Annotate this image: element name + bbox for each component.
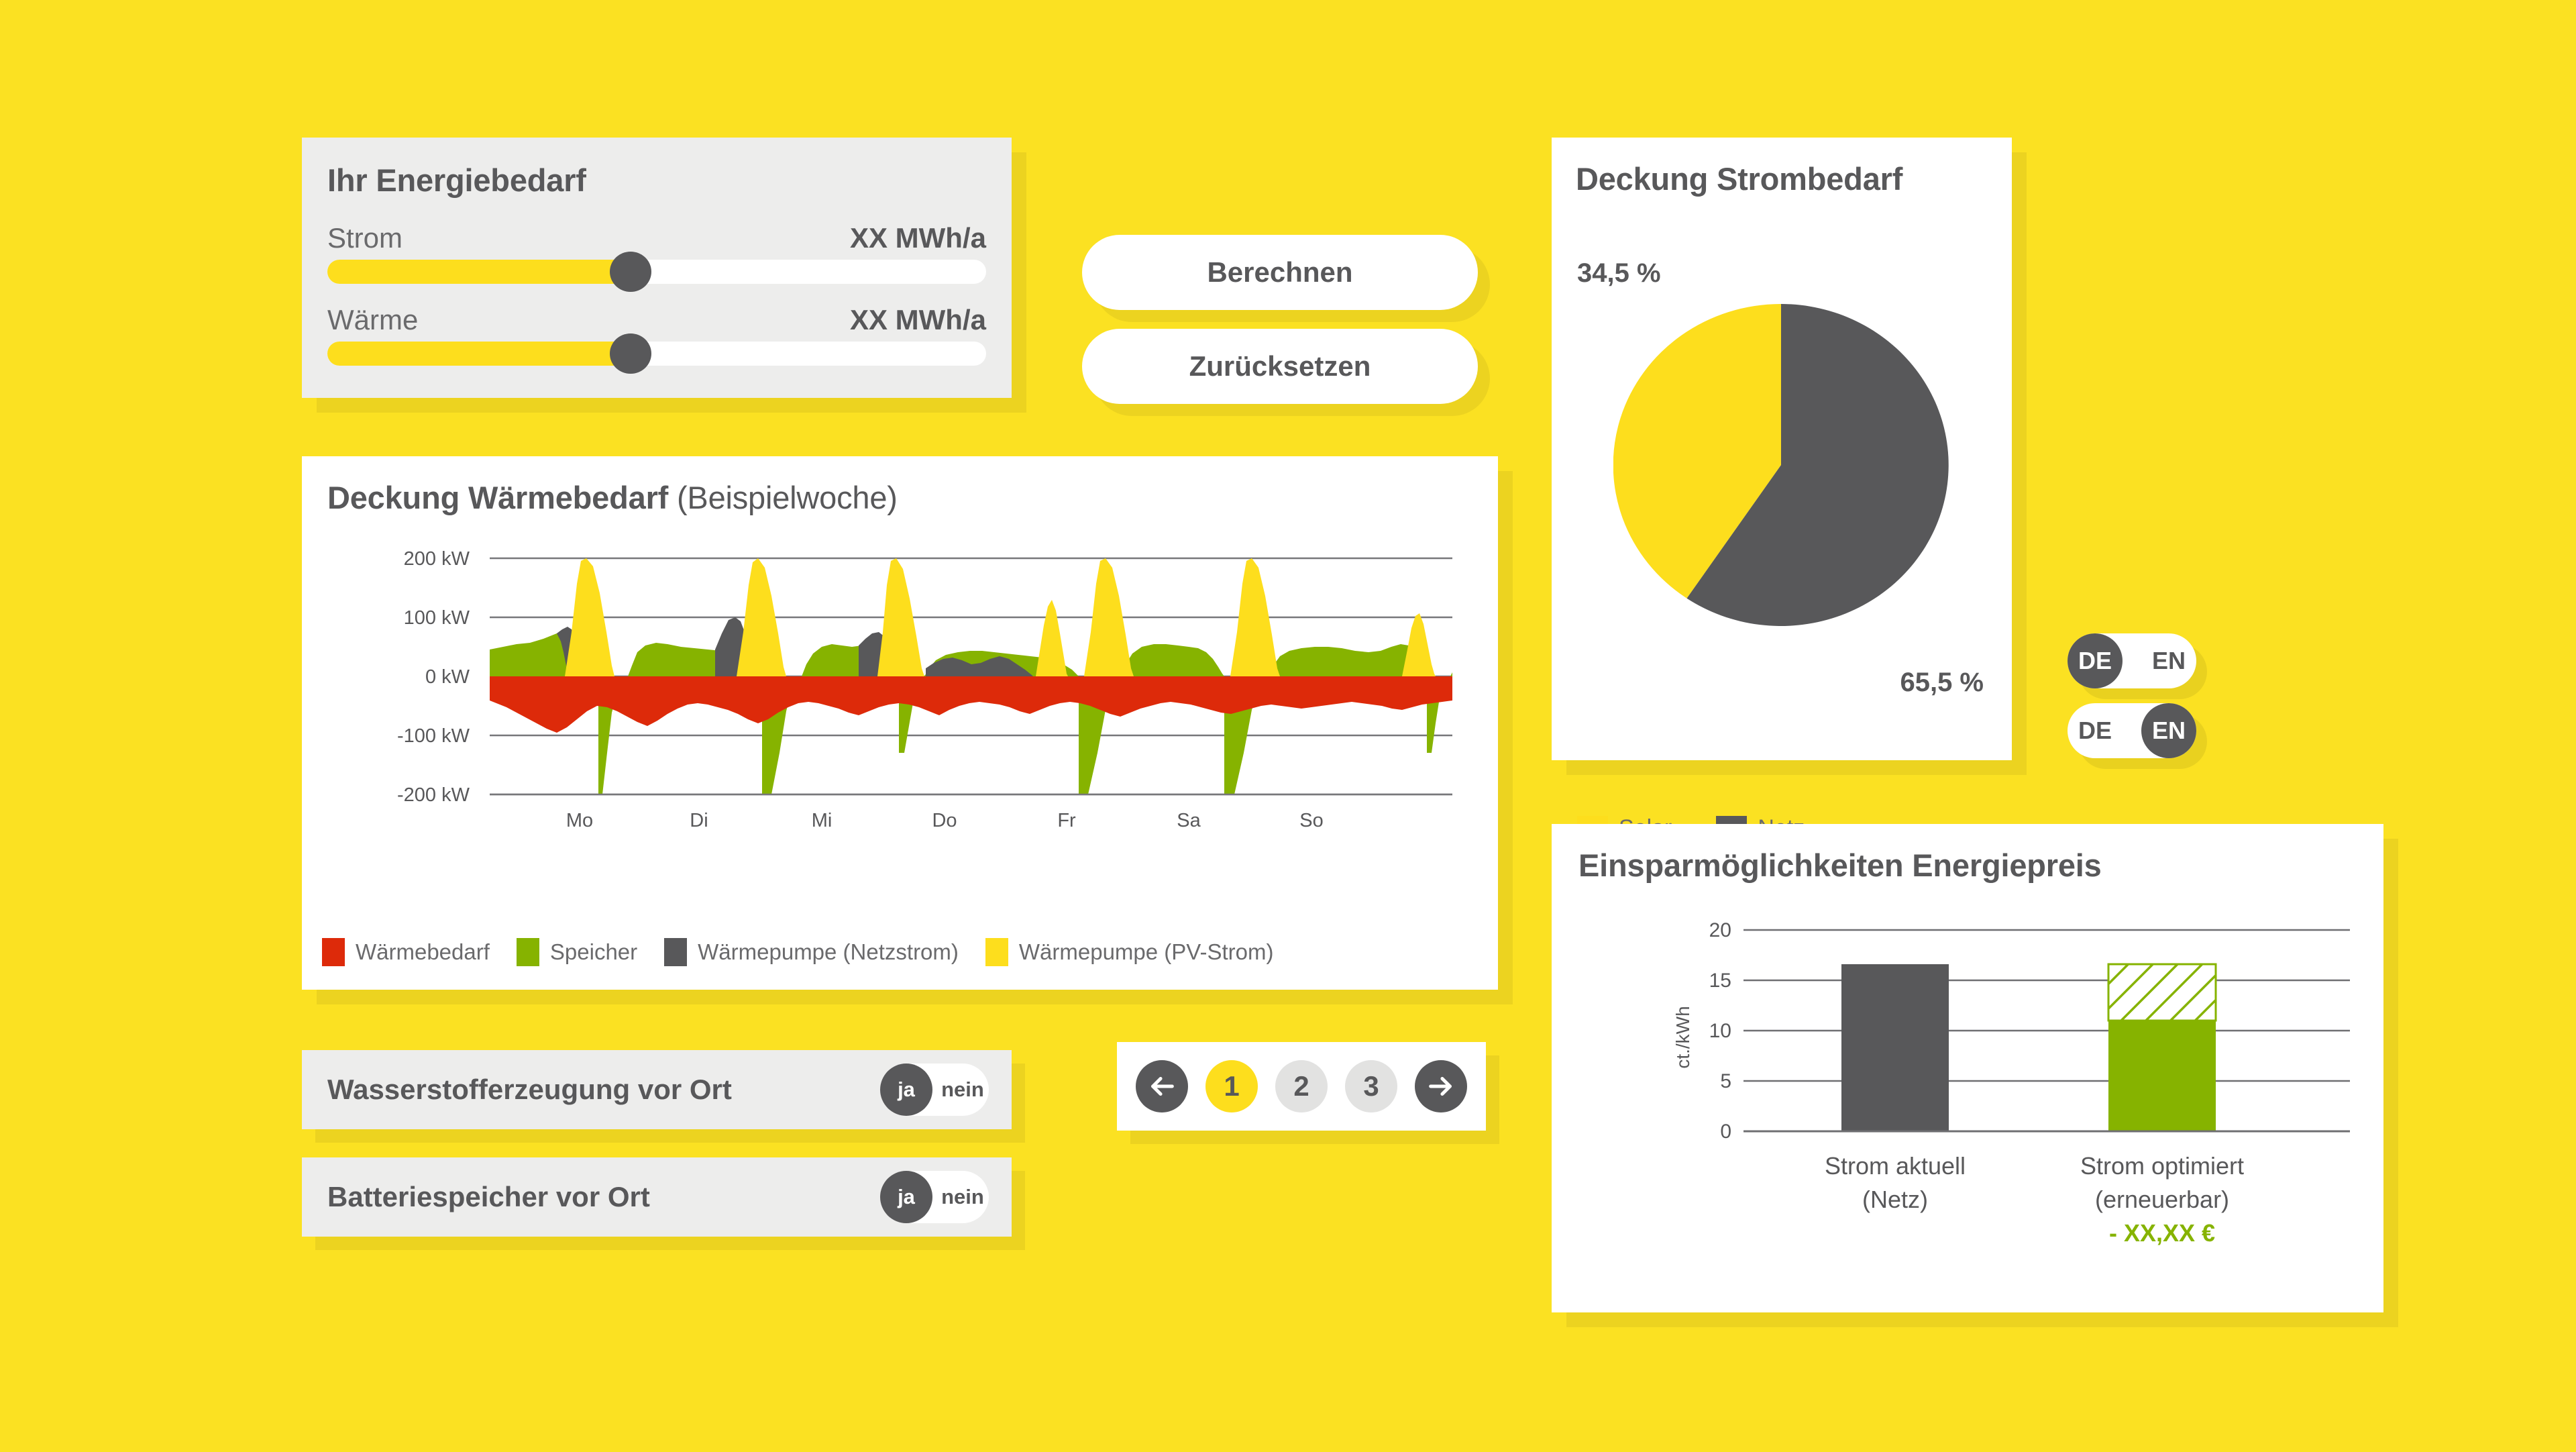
legend-item-waermepumpe-pv-strom: Wärmepumpe (PV-Strom) — [985, 938, 1274, 966]
svg-text:ct./kWh: ct./kWh — [1672, 1006, 1693, 1068]
savings-annotation: - XX,XX € — [2109, 1219, 2215, 1247]
legend-swatch-icon — [322, 938, 345, 966]
svg-text:Di: Di — [690, 810, 708, 831]
savings-card: Einsparmöglichkeiten Energiepreis 20 15 … — [1552, 824, 2383, 1312]
option-label: Batteriespeicher vor Ort — [327, 1181, 650, 1212]
power-coverage-title: Deckung Strombedarf — [1576, 161, 1903, 197]
svg-text:100 kW: 100 kW — [404, 607, 470, 629]
yesno-toggle-wasserstofferzeugung[interactable]: ja nein — [880, 1064, 989, 1116]
svg-text:200 kW: 200 kW — [404, 548, 470, 570]
svg-text:So: So — [1299, 810, 1323, 831]
savings-title: Einsparmöglichkeiten Energiepreis — [1578, 847, 2102, 883]
calculate-button[interactable]: Berechnen — [1082, 235, 1478, 310]
arrow-right-icon[interactable] — [1415, 1060, 1467, 1112]
slider-thumb-strom[interactable] — [609, 252, 651, 292]
svg-text:0 kW: 0 kW — [425, 666, 470, 688]
slider-thumb-waerme[interactable] — [609, 333, 651, 374]
heat-coverage-title-bold: Deckung Wärmebedarf — [327, 480, 669, 515]
pie-label-netz-percent: 65,5 % — [1900, 668, 1984, 697]
language-toggle-en-active[interactable]: DE EN — [2068, 703, 2196, 758]
svg-text:10: 10 — [1709, 1020, 1731, 1042]
svg-text:(erneuerbar): (erneuerbar) — [2095, 1186, 2229, 1213]
svg-text:Sa: Sa — [1177, 810, 1201, 831]
slider-track-waerme[interactable] — [327, 333, 986, 374]
toggle-knob — [880, 1064, 932, 1116]
svg-text:5: 5 — [1720, 1070, 1731, 1092]
svg-text:Mo: Mo — [566, 810, 593, 831]
option-label: Wasserstofferzeugung vor Ort — [327, 1074, 732, 1105]
option-row-wasserstofferzeugung: Wasserstofferzeugung vor Ort ja nein — [302, 1050, 1012, 1129]
toggle-option-nein[interactable]: nein — [941, 1185, 984, 1208]
reset-button[interactable]: Zurücksetzen — [1082, 329, 1478, 404]
pagination: 1 2 3 — [1117, 1042, 1486, 1131]
toggle-option-ja[interactable]: ja — [898, 1185, 915, 1208]
legend-item-speicher: Speicher — [516, 938, 638, 966]
toggle-knob — [2141, 703, 2196, 758]
power-coverage-pie-chart — [1613, 304, 1949, 626]
language-option-en[interactable]: EN — [2151, 717, 2186, 744]
legend-item-waermebedarf: Wärmebedarf — [322, 938, 490, 966]
energy-demand-card: Ihr Energiebedarf Strom XX MWh/a Wärme X… — [302, 138, 1012, 398]
energy-demand-title: Ihr Energiebedarf — [327, 162, 586, 198]
slider-track-strom[interactable] — [327, 252, 986, 292]
page-button-2[interactable]: 2 — [1275, 1060, 1328, 1112]
option-row-batteriespeicher: Batteriespeicher vor Ort ja nein — [302, 1157, 1012, 1237]
legend-label: Speicher — [549, 939, 638, 964]
savings-bar-chart: 20 15 10 5 0 ct./kWh Strom aktuell (Netz… — [1672, 919, 2350, 1247]
toggle-option-nein[interactable]: nein — [941, 1078, 984, 1101]
svg-text:(Netz): (Netz) — [1862, 1186, 1928, 1213]
language-option-en[interactable]: EN — [2151, 647, 2186, 674]
svg-text:Do: Do — [932, 810, 957, 831]
svg-text:-100 kW: -100 kW — [397, 725, 470, 747]
svg-text:20: 20 — [1709, 919, 1731, 941]
toggle-option-ja[interactable]: ja — [898, 1078, 915, 1101]
bar-strom-optimiert-hatched — [2107, 963, 2217, 1022]
slider-value-strom: XX MWh/a — [849, 222, 986, 254]
yesno-toggle-batteriespeicher[interactable]: ja nein — [880, 1171, 989, 1223]
slider-value-waerme: XX MWh/a — [849, 304, 986, 335]
legend-label: Wärmepumpe (Netzstrom) — [698, 939, 959, 964]
slider-fill-strom — [327, 260, 631, 284]
language-toggle-de-active[interactable]: DE EN — [2068, 633, 2196, 688]
slider-label-waerme: Wärme — [327, 304, 419, 335]
svg-text:-200 kW: -200 kW — [397, 784, 470, 806]
slider-fill-waerme — [327, 342, 631, 366]
toggle-knob — [2068, 633, 2123, 688]
toggle-knob — [880, 1171, 932, 1223]
legend-item-waermepumpe-netzstrom: Wärmepumpe (Netzstrom) — [664, 938, 959, 966]
page-button-3[interactable]: 3 — [1345, 1060, 1397, 1112]
legend-swatch-icon — [516, 938, 539, 966]
heat-coverage-title-light: (Beispielwoche) — [676, 480, 898, 515]
language-option-de[interactable]: DE — [2078, 717, 2112, 744]
svg-text:Fr: Fr — [1057, 810, 1076, 831]
svg-text:Strom optimiert: Strom optimiert — [2080, 1152, 2244, 1180]
legend-label: Wärmebedarf — [356, 939, 490, 964]
legend-swatch-icon — [664, 938, 688, 966]
power-coverage-card: Deckung Strombedarf 34,5 % 65,5 % Solar … — [1552, 138, 2012, 841]
svg-text:15: 15 — [1709, 970, 1731, 992]
heat-chart-legend: Wärmebedarf Speicher Wärmepumpe (Netzstr… — [322, 938, 1300, 966]
svg-text:0: 0 — [1720, 1121, 1731, 1143]
heat-coverage-title: Deckung Wärmebedarf (Beispielwoche) — [327, 479, 898, 516]
heat-coverage-card: Deckung Wärmebedarf (Beispielwoche) 200 … — [302, 456, 1498, 990]
arrow-left-icon[interactable] — [1136, 1060, 1188, 1112]
language-option-de[interactable]: DE — [2078, 647, 2112, 674]
legend-label: Wärmepumpe (PV-Strom) — [1018, 939, 1274, 964]
bar-strom-optimiert-solid — [2108, 1021, 2216, 1131]
svg-text:Strom aktuell: Strom aktuell — [1825, 1152, 1966, 1180]
slider-label-strom: Strom — [327, 222, 403, 254]
pie-label-solar-percent: 34,5 % — [1577, 258, 1661, 288]
svg-text:Mi: Mi — [812, 810, 833, 831]
legend-swatch-icon — [985, 938, 1008, 966]
heat-area-chart: 200 kW 100 kW 0 kW -100 kW -200 kW — [397, 548, 1452, 831]
bar-strom-aktuell — [1841, 964, 1949, 1131]
page-button-1[interactable]: 1 — [1205, 1060, 1258, 1112]
